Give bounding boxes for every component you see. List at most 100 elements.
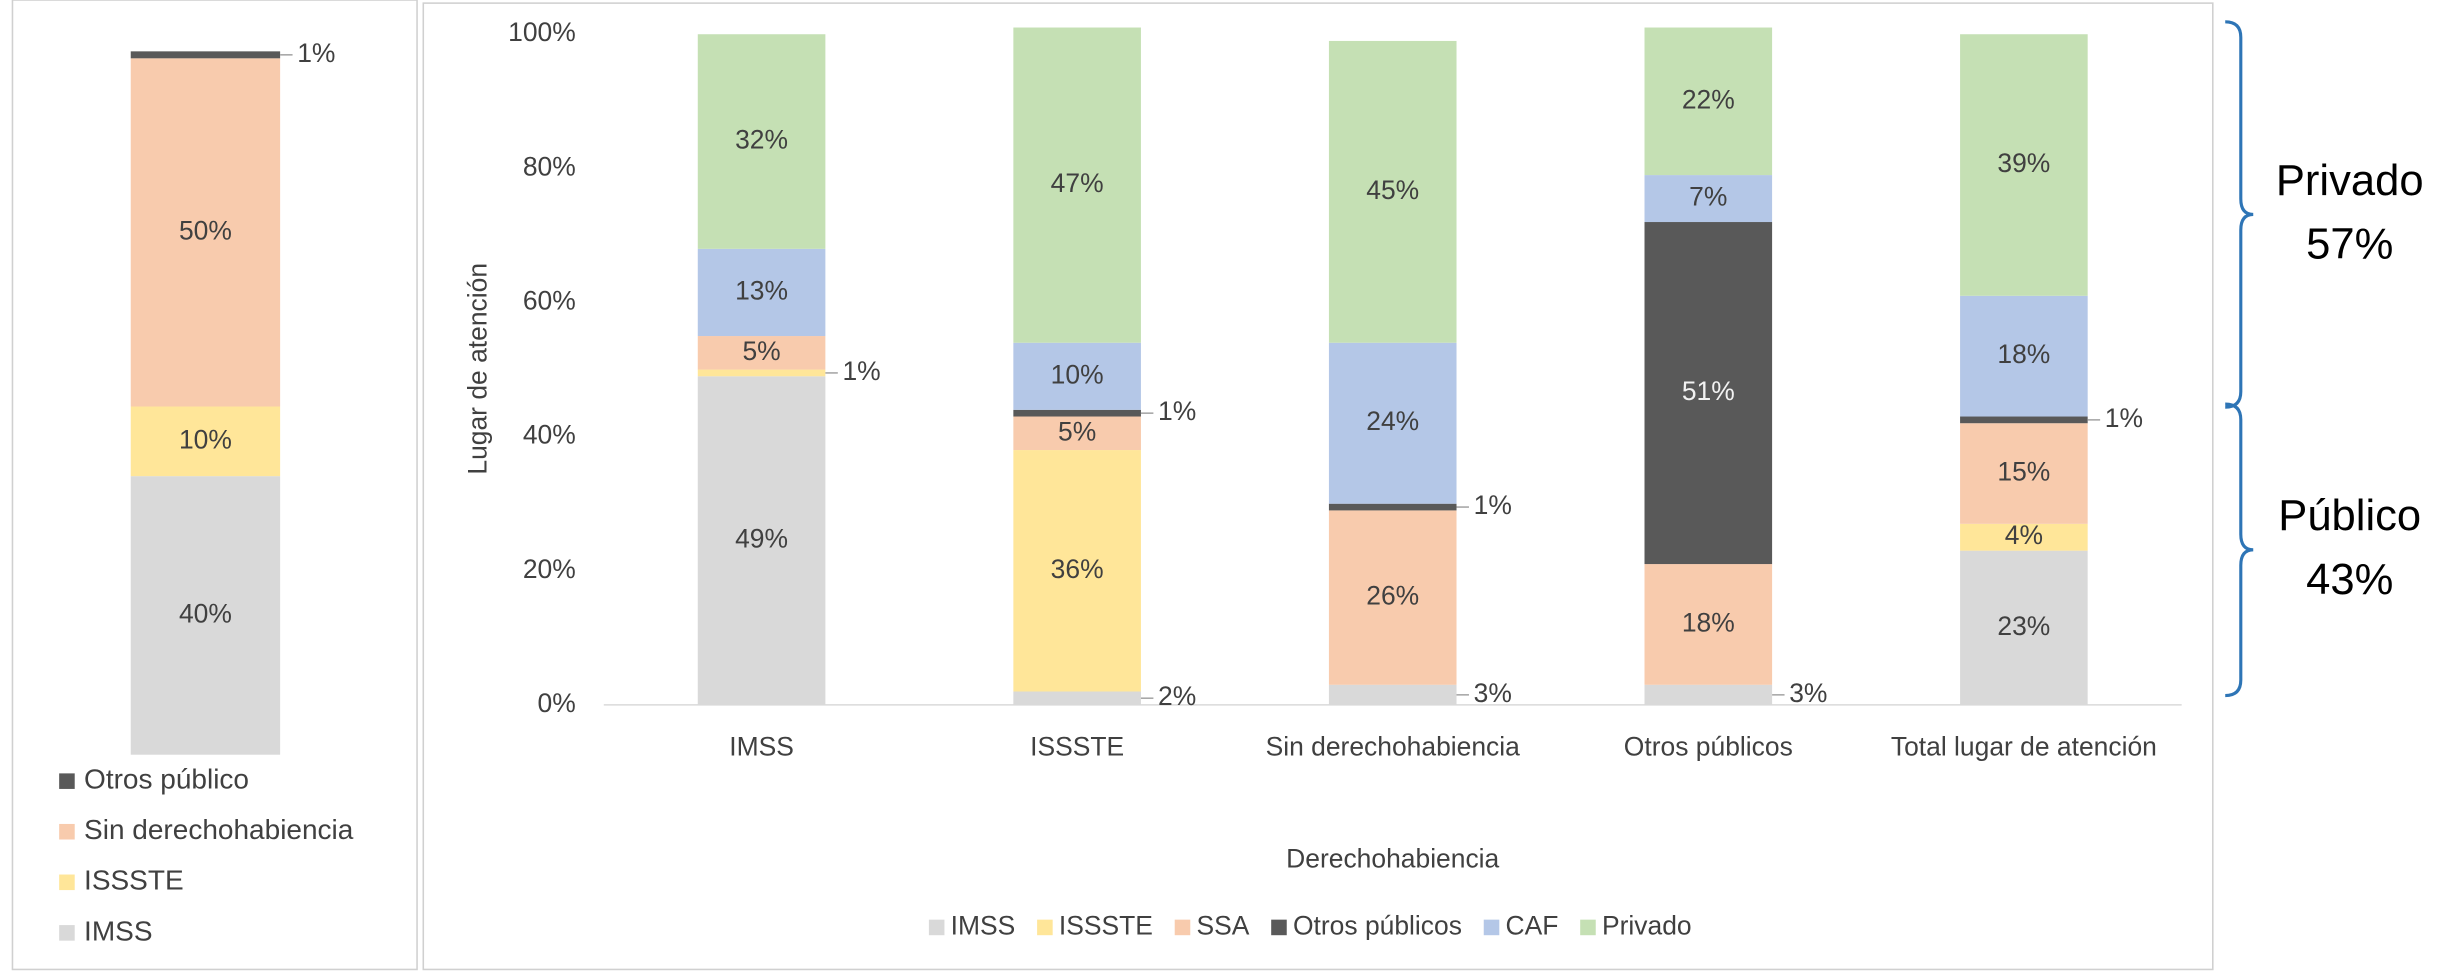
legend-swatch (1271, 919, 1287, 936)
data-label: 47% (1051, 168, 1104, 198)
legend-label: IMSS (84, 915, 152, 946)
bar-segment (1644, 564, 1773, 685)
legend-label: ISSSTE (84, 865, 184, 896)
bar-segment (1644, 27, 1773, 176)
data-label: 36% (1051, 554, 1104, 584)
bar-segment (1013, 27, 1141, 343)
bar-segment (130, 58, 281, 407)
bar-segment (1960, 550, 2088, 705)
x-tick-label: Total lugar de atención (1891, 731, 2157, 761)
legend-label: IMSS (951, 910, 1016, 940)
data-label: 1% (842, 356, 880, 386)
x-tick-label: IMSS (729, 731, 794, 761)
data-label: 18% (1997, 339, 2050, 369)
data-label: 40% (179, 598, 232, 628)
annotation-value: 43% (2306, 556, 2393, 604)
legend-label: Otros público (84, 764, 249, 795)
bar-segment (1013, 416, 1141, 451)
data-label: 5% (742, 336, 780, 366)
x-axis-title: Derechohabiencia (1286, 844, 1499, 874)
data-label: 1% (2105, 403, 2143, 433)
bar-segment (1328, 503, 1457, 511)
bar-segment (1013, 342, 1141, 410)
bar-segment (1013, 450, 1141, 692)
bar-segment (697, 34, 826, 249)
legend-swatch (1580, 919, 1596, 936)
legend-label: SSA (1196, 910, 1249, 940)
y-tick-label: 40% (523, 420, 576, 450)
data-label: 1% (1158, 396, 1196, 426)
bar-segment (1960, 423, 2088, 524)
bar-segment (1960, 295, 2088, 417)
bar-segment (1960, 523, 2088, 551)
bar-segment (1960, 34, 2088, 296)
bar-segment (697, 376, 826, 705)
legend-swatch (59, 925, 75, 941)
bar-segment (1960, 416, 2088, 424)
legend-label: CAF (1506, 910, 1559, 940)
x-tick-label: Sin derechohabiencia (1266, 731, 1521, 761)
legend-swatch (1174, 919, 1191, 936)
data-label: 1% (1474, 490, 1512, 520)
x-tick-label: ISSSTE (1030, 731, 1124, 761)
data-label: 49% (735, 524, 788, 554)
data-label: 22% (1682, 84, 1735, 114)
annotation-value: 57% (2306, 221, 2393, 269)
annotation-label: Público (2278, 492, 2421, 540)
legend-swatch (1483, 919, 1500, 936)
bar-segment (1328, 40, 1457, 343)
data-label: 26% (1366, 581, 1419, 611)
data-label: 51% (1682, 376, 1735, 406)
legend-label: Otros públicos (1293, 910, 1462, 940)
legend-swatch (59, 874, 75, 891)
data-label: 4% (2005, 520, 2043, 550)
bar-segment (130, 476, 281, 755)
data-label: 23% (1997, 611, 2050, 641)
y-tick-label: 0% (538, 688, 576, 718)
data-label: 39% (1997, 148, 2050, 178)
bar-segment (697, 369, 826, 377)
data-label: 3% (1789, 678, 1827, 708)
data-label: 1% (297, 38, 335, 68)
legend-label: Privado (1602, 910, 1692, 940)
brace (2225, 402, 2254, 698)
y-tick-label: 60% (523, 285, 576, 315)
bar-segment (697, 248, 826, 337)
y-tick-label: 20% (523, 554, 576, 584)
bar-segment (1644, 684, 1773, 705)
bar-segment (1013, 691, 1141, 705)
data-label: 5% (1058, 416, 1096, 446)
data-label: 50% (179, 215, 232, 245)
legend-swatch (928, 919, 945, 936)
data-label: 15% (1997, 457, 2050, 487)
data-label: 10% (179, 424, 232, 454)
y-tick-label: 100% (508, 17, 576, 47)
x-tick-label: Otros públicos (1624, 731, 1793, 761)
bar-segment (1328, 684, 1457, 705)
data-label: 45% (1366, 175, 1419, 205)
bar-segment (1644, 222, 1773, 565)
legend-label: ISSSTE (1059, 910, 1153, 940)
data-label: 32% (735, 125, 788, 155)
bar-segment (1644, 175, 1773, 223)
data-label: 18% (1682, 607, 1735, 637)
y-tick-label: 80% (523, 151, 576, 181)
legend-label: Sin derechohabiencia (84, 814, 354, 845)
annotation-label: Privado (2276, 157, 2424, 205)
bar-segment (130, 51, 281, 59)
y-axis-title: Lugar de atención (462, 263, 492, 475)
data-label: 24% (1366, 406, 1419, 436)
bar-segment (1013, 409, 1141, 417)
bar-segment (697, 336, 826, 370)
bar-segment (1328, 510, 1457, 685)
legend-swatch (59, 773, 75, 789)
data-label: 7% (1689, 182, 1727, 212)
legend-swatch (1037, 919, 1053, 936)
bar-segment (1328, 342, 1457, 504)
data-label: 3% (1474, 678, 1512, 708)
bar-segment (130, 406, 281, 477)
data-label: 2% (1158, 681, 1196, 711)
brace (2225, 20, 2254, 409)
data-label: 10% (1051, 359, 1104, 389)
